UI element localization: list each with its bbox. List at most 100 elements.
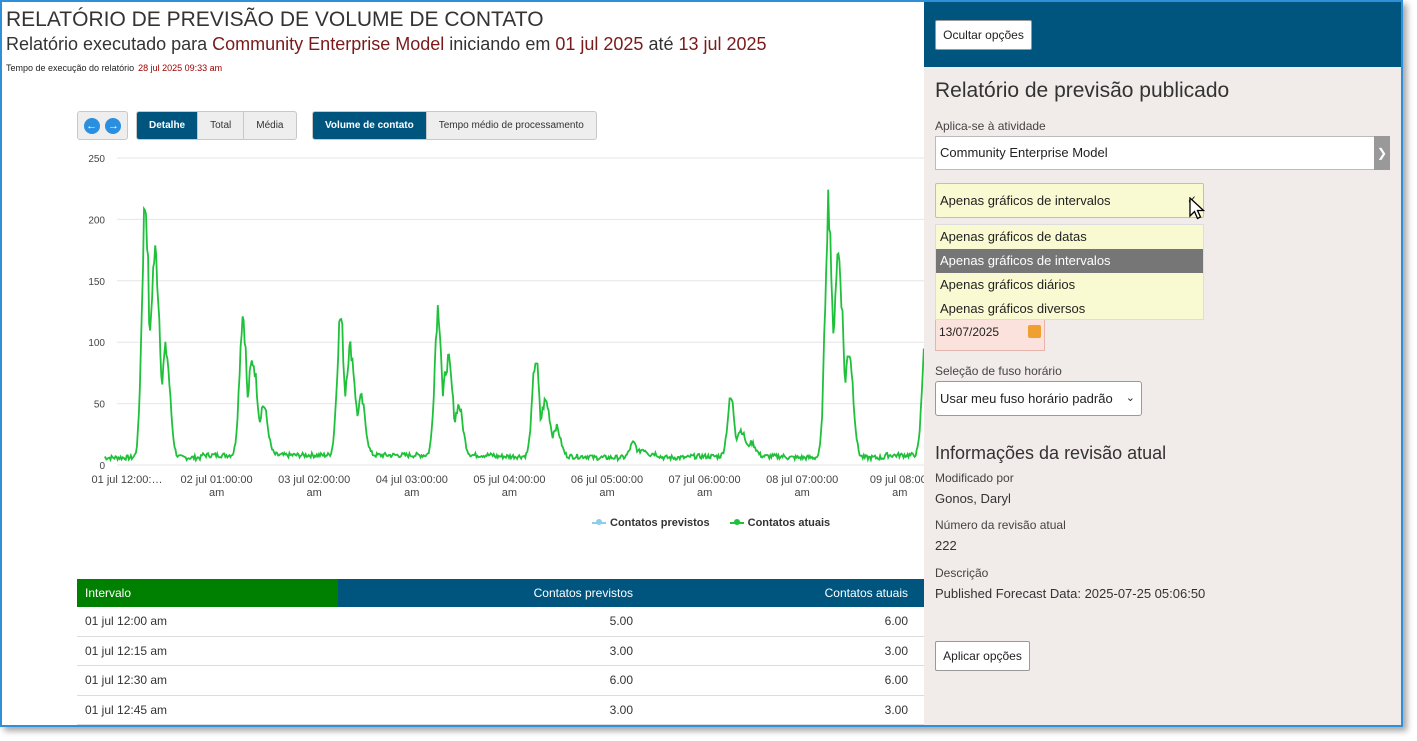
tab-total[interactable]: Total [198,112,244,139]
cell-actual: 6.00 [641,666,924,695]
x-tick-label: am [404,487,419,499]
activity-label: Aplica-se à atividade [935,119,1046,133]
x-tick-label: 02 jul 01:00:00 [181,474,253,486]
tab-volume-contato[interactable]: Volume de contato [313,112,427,139]
x-tick-label: 04 jul 03:00:00 [376,474,448,486]
data-table: Intervalo Contatos previstos Contatos at… [77,579,924,725]
subtitle-until: até [648,34,673,54]
activity-select[interactable]: Community Enterprise Model ❯ [935,136,1390,170]
series-line-contatos-atuais[interactable] [104,190,923,461]
timezone-select[interactable]: Usar meu fuso horário padrão ⌄ [935,381,1142,416]
legend-forecast-marker [592,522,606,524]
cell-actual: 6.00 [641,607,924,636]
header-contatos-previstos[interactable]: Contatos previstos [338,579,641,607]
legend-forecast-label: Contatos previstos [610,517,710,529]
cell-interval: 01 jul 12:45 am [77,696,338,725]
x-tick-label: am [892,487,907,499]
option-diversos[interactable]: Apenas gráficos diversos [936,297,1203,321]
x-tick-label: am [307,487,322,499]
tab-detalhe[interactable]: Detalhe [137,112,198,139]
revision-label: Número da revisão atual [935,518,1066,532]
revision-value: 222 [935,538,957,553]
chart-type-value: Apenas gráficos de intervalos [940,193,1111,208]
legend-actual-marker [730,522,744,524]
end-date-value: 13/07/2025 [939,325,999,339]
cell-forecast: 3.00 [338,637,641,666]
y-tick-label: 0 [99,461,105,472]
legend-actual-label: Contatos atuais [748,517,831,529]
legend-forecast[interactable]: Contatos previstos [592,517,710,529]
exec-time-value: 28 jul 2025 09:33 am [138,63,222,73]
chart-legend: Contatos previstos Contatos atuais [592,517,830,529]
cell-interval: 01 jul 12:30 am [77,666,338,695]
mouse-cursor-icon [1189,197,1207,221]
page-title: RELATÓRIO DE PREVISÃO DE VOLUME DE CONTA… [6,8,544,32]
tz-label: Seleção de fuso horário [935,364,1062,378]
x-tick-label: am [795,487,810,499]
option-datas[interactable]: Apenas gráficos de datas [936,225,1203,249]
x-tick-label: 05 jul 04:00:00 [473,474,545,486]
tab-tempo-medio[interactable]: Tempo médio de processamento [427,112,596,139]
table-row: 01 jul 12:45 am 3.00 3.00 [77,696,924,726]
table-header: Intervalo Contatos previstos Contatos at… [77,579,924,607]
hide-options-button[interactable]: Ocultar opções [935,20,1032,50]
header-contatos-atuais[interactable]: Contatos atuais [641,579,924,607]
arrow-left-icon[interactable]: ← [84,118,100,134]
option-intervalos[interactable]: Apenas gráficos de intervalos [936,249,1203,273]
subtitle-prefix: Relatório executado para [6,34,207,54]
x-tick-label: 09 jul 08:00: [870,474,924,486]
report-subtitle: Relatório executado para Community Enter… [6,34,767,55]
x-tick-label: am [599,487,614,499]
x-tick-label: am [502,487,517,499]
timezone-value: Usar meu fuso horário padrão [940,391,1113,406]
subtitle-entity: Community Enterprise Model [212,34,444,54]
description-label: Descrição [935,566,988,580]
chart-nav-buttons: ← → [77,111,128,140]
panel-heading: Relatório de previsão publicado [935,79,1229,103]
view-tabs: Detalhe Total Média [136,111,297,140]
x-tick-label: am [697,487,712,499]
cell-forecast: 5.00 [338,607,641,636]
y-tick-label: 250 [88,154,105,165]
table-row: 01 jul 12:00 am 5.00 6.00 [77,607,924,637]
cell-forecast: 6.00 [338,666,641,695]
subtitle-end-date: 13 jul 2025 [678,34,766,54]
legend-actual[interactable]: Contatos atuais [730,517,831,529]
chart-type-select[interactable]: Apenas gráficos de intervalos ✓ [935,183,1204,218]
revision-heading: Informações da revisão atual [935,443,1166,464]
y-tick-label: 100 [88,338,105,349]
exec-label: Tempo de execução do relatório [6,63,134,73]
chevron-down-icon: ⌄ [1126,382,1135,415]
y-tick-label: 50 [94,400,106,411]
y-tick-label: 200 [88,215,105,226]
calendar-icon[interactable] [1028,325,1041,338]
modified-value: Gonos, Daryl [935,491,1011,506]
options-panel: Ocultar opções Relatório de previsão pub… [924,2,1401,727]
activity-select-value: Community Enterprise Model [940,145,1108,160]
cell-forecast: 3.00 [338,696,641,725]
cell-interval: 01 jul 12:00 am [77,607,338,636]
x-tick-label: 08 jul 07:00:00 [766,474,838,486]
cell-actual: 3.00 [641,696,924,725]
modified-label: Modificado por [935,471,1014,485]
header-intervalo[interactable]: Intervalo [77,579,338,607]
cell-interval: 01 jul 12:15 am [77,637,338,666]
chevron-down-icon: ❯ [1374,136,1390,170]
x-tick-label: 07 jul 06:00:00 [669,474,741,486]
report-main: RELATÓRIO DE PREVISÃO DE VOLUME DE CONTA… [2,2,924,727]
tab-media[interactable]: Média [244,112,295,139]
option-diarios[interactable]: Apenas gráficos diários [936,273,1203,297]
arrow-right-icon[interactable]: → [105,118,121,134]
x-tick-label: 03 jul 02:00:00 [278,474,350,486]
cell-actual: 3.00 [641,637,924,666]
x-tick-label: am [209,487,224,499]
apply-options-button[interactable]: Aplicar opções [935,641,1030,671]
y-tick-label: 150 [88,277,105,288]
app-window: RELATÓRIO DE PREVISÃO DE VOLUME DE CONTA… [0,0,1403,727]
subtitle-mid: iniciando em [449,34,550,54]
subtitle-start-date: 01 jul 2025 [555,34,643,54]
table-row: 01 jul 12:15 am 3.00 3.00 [77,637,924,667]
volume-chart: 0 50 100 150 200 250 01 jul 12:00:… 02 jul 01:0… [2,147,924,507]
metric-tabs: Volume de contato Tempo médio de process… [312,111,597,140]
description-value: Published Forecast Data: 2025-07-25 05:0… [935,586,1205,601]
